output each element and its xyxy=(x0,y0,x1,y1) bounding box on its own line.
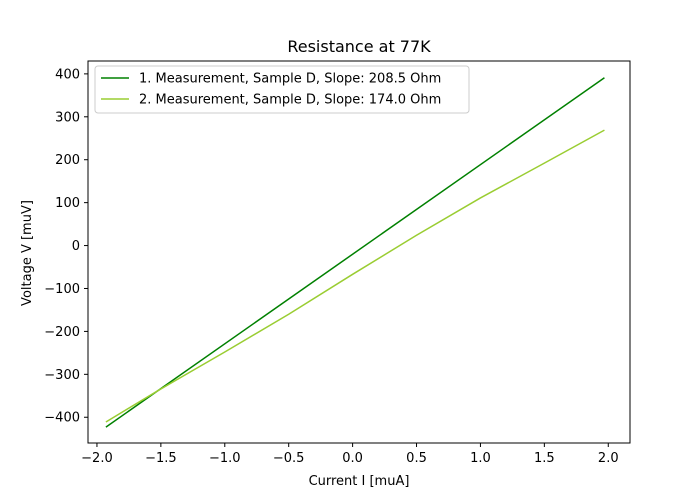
y-tick-label: 100 xyxy=(55,196,80,211)
legend: 1. Measurement, Sample D, Slope: 208.5 O… xyxy=(94,65,470,114)
x-tick-label: 2.0 xyxy=(598,451,619,466)
x-axis-label: Current I [muA] xyxy=(309,474,410,489)
series-line-2 xyxy=(105,129,605,423)
legend-box xyxy=(94,65,470,114)
series-line-1 xyxy=(105,77,605,428)
x-tick-label: 1.5 xyxy=(534,451,555,466)
legend-label-1: 1. Measurement, Sample D, Slope: 208.5 O… xyxy=(139,72,441,87)
y-tick-label: 300 xyxy=(55,110,80,125)
axes-frame xyxy=(87,60,631,444)
chart-title: Resistance at 77K xyxy=(287,37,431,56)
x-tick-label: 1.0 xyxy=(470,451,491,466)
y-tick-label: 200 xyxy=(55,153,80,168)
y-tick-label: −300 xyxy=(44,368,80,383)
x-tick-label: −1.0 xyxy=(209,451,241,466)
y-tick-label: −200 xyxy=(44,325,80,340)
x-tick-label: −2.0 xyxy=(81,451,113,466)
legend-label-2: 2. Measurement, Sample D, Slope: 174.0 O… xyxy=(139,93,441,108)
x-tick-label: −1.5 xyxy=(145,451,177,466)
y-tick-label: 400 xyxy=(55,67,80,82)
x-tick-label: 0.0 xyxy=(342,451,363,466)
x-tick-label: 0.5 xyxy=(406,451,427,466)
plot-area: −2.0 −1.5 −1.0 −0.5 0.0 0.5 1.0 1.5 2.0 −400 −300 −… xyxy=(44,60,631,466)
y-tick-label: −400 xyxy=(44,411,80,426)
y-tick-label: −100 xyxy=(44,282,80,297)
y-tick-label: 0 xyxy=(72,239,80,254)
y-axis-label: Voltage V [muV] xyxy=(20,200,35,306)
x-tick-label: −0.5 xyxy=(273,451,305,466)
